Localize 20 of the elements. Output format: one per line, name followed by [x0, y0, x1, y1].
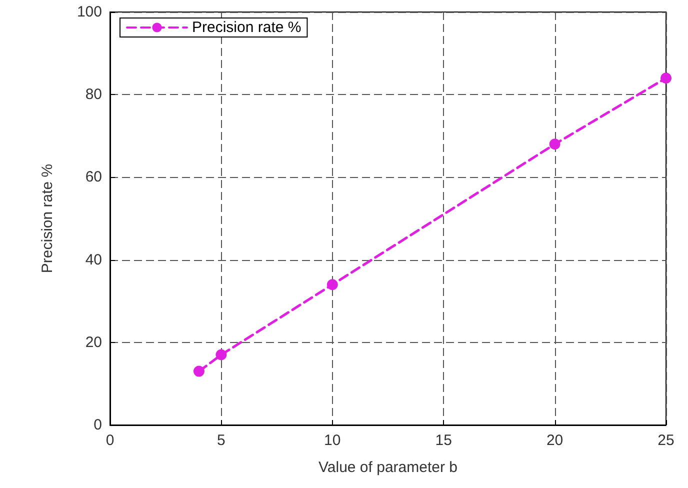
point [216, 349, 227, 360]
x-tick-label: 5 [217, 432, 226, 449]
x-tick-label: 15 [435, 432, 452, 449]
x-tick-label: 10 [324, 432, 341, 449]
y-tick-label: 80 [85, 86, 102, 104]
x-axis-title: Value of parameter b [318, 459, 458, 476]
point [326, 279, 338, 290]
y-tick-label: 0 [94, 416, 102, 434]
point [660, 72, 672, 84]
y-axis-title: Precision rate % [39, 164, 56, 274]
x-tick-label: 25 [658, 432, 674, 449]
y-tick-label: 20 [85, 334, 102, 351]
y-tick-label: 100 [76, 4, 102, 20]
point [549, 138, 560, 150]
x-tick-label: 20 [546, 432, 564, 449]
point [193, 366, 204, 377]
legend-label: Precision rate % [192, 19, 302, 36]
y-tick-label: 60 [85, 168, 102, 186]
x-tick-label: 0 [106, 432, 114, 449]
y-tick-label: 40 [85, 251, 102, 268]
